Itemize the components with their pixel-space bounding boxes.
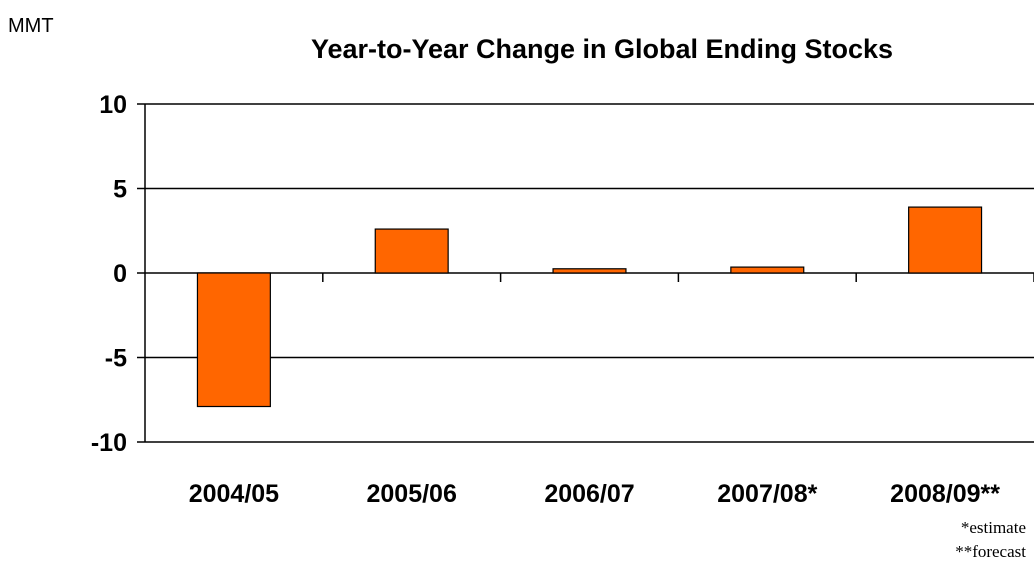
x-tick-label: 2006/07 (544, 480, 634, 508)
unit-label: MMT (8, 15, 54, 37)
y-tick-label: 0 (113, 260, 127, 288)
y-tick-label: 10 (99, 91, 127, 119)
y-tick-labels: 10 5 0 -5 -10 (91, 91, 127, 457)
x-tick-label: 2008/09** (890, 480, 1000, 508)
x-tick-labels: 2004/05 2005/06 2006/07 2007/08* 2008/09** (189, 480, 1001, 508)
bar (196, 272, 271, 408)
x-tick-label: 2004/05 (189, 480, 279, 508)
chart-title: Year-to-Year Change in Global Ending Sto… (311, 34, 893, 64)
bars (196, 206, 983, 408)
bar (552, 268, 627, 274)
y-tick-label: -5 (105, 345, 127, 373)
bar (908, 206, 983, 274)
bar (730, 266, 805, 274)
x-tick-label: 2007/08* (717, 480, 817, 508)
y-tick-label: -10 (91, 429, 127, 457)
footnote-forecast: **forecast (955, 542, 1026, 561)
grid-lines (145, 103, 1034, 443)
footnote-estimate: *estimate (961, 518, 1026, 537)
y-tick-label: 5 (113, 176, 127, 204)
x-tick-label: 2005/06 (367, 480, 457, 508)
bar (374, 228, 449, 274)
